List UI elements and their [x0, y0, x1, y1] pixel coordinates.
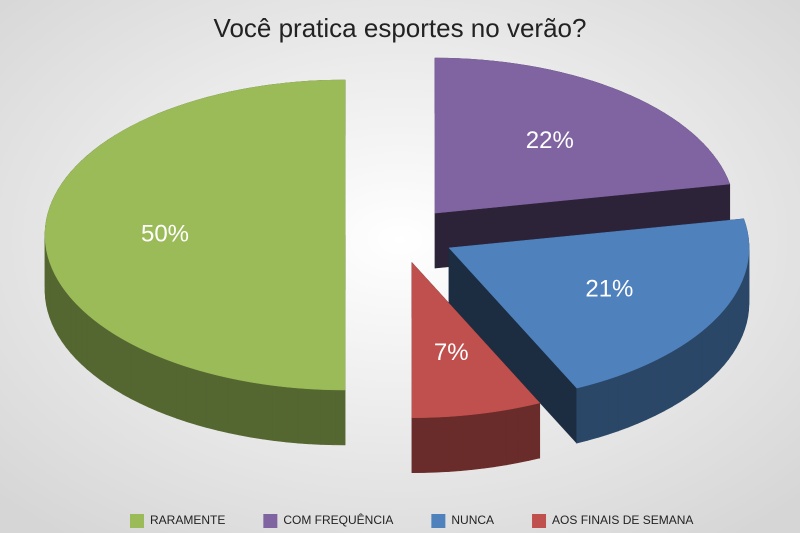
- slice-side: [707, 320, 714, 383]
- slice-side: [332, 389, 346, 446]
- slice-side: [93, 318, 101, 381]
- slice-side: [106, 329, 116, 390]
- legend-swatch: [130, 514, 144, 528]
- slice-side: [54, 274, 59, 336]
- legend-swatch: [532, 514, 547, 528]
- slice: 7%: [411, 261, 541, 474]
- slice-side: [130, 343, 140, 404]
- slice-side: [447, 415, 461, 472]
- slice-side: [308, 388, 322, 445]
- slice-side: [517, 405, 530, 464]
- slice-side: [81, 308, 88, 370]
- data-label: 50%: [141, 220, 189, 247]
- legend-swatch: [263, 514, 278, 528]
- slice-side: [138, 347, 149, 408]
- slice-side: [217, 375, 230, 434]
- slice-side: [663, 350, 673, 412]
- slice-side: [742, 274, 745, 336]
- slice-side: [186, 366, 198, 426]
- data-label: 21%: [585, 275, 633, 302]
- slice-side: [57, 279, 63, 343]
- slice-side: [228, 377, 241, 436]
- data-label: 22%: [526, 127, 574, 154]
- slice-side: [723, 303, 729, 366]
- slice-side: [739, 280, 743, 342]
- slice-side: [435, 416, 449, 473]
- slice-side: [176, 362, 187, 423]
- slice-side: [494, 409, 507, 468]
- slice-side: [597, 378, 609, 438]
- slice-side: [61, 285, 67, 349]
- slice-side: [679, 341, 688, 403]
- slice-side: [147, 351, 158, 412]
- legend-swatch: [431, 514, 446, 528]
- slice-side: [482, 411, 496, 469]
- slice-side: [423, 416, 437, 473]
- slice-side: [239, 379, 252, 438]
- slice-side: [70, 297, 77, 360]
- slice-side: [713, 314, 720, 377]
- slice-top: [448, 218, 750, 389]
- slice-side: [687, 336, 695, 398]
- slice-side: [694, 331, 702, 393]
- slice-side: [206, 372, 219, 431]
- slice-side: [732, 291, 737, 355]
- slice-top: [44, 79, 346, 391]
- slice-side: [587, 382, 599, 441]
- slice-side: [718, 309, 725, 372]
- slice-side: [297, 387, 310, 445]
- slice-side: [250, 381, 263, 440]
- slice-side: [122, 338, 132, 400]
- slice-side: [273, 385, 287, 443]
- slice-side: [576, 385, 588, 444]
- chart-title: Você pratica esportes no verão?: [214, 13, 587, 43]
- slice-side: [627, 368, 638, 428]
- slice-side: [701, 325, 708, 388]
- legend-label: AOS FINAIS DE SEMANA: [552, 513, 693, 527]
- slice-side: [86, 313, 94, 376]
- slice-side: [156, 355, 168, 416]
- slice: 21%: [448, 218, 750, 444]
- slice-side: [262, 383, 275, 441]
- slice-side: [285, 386, 298, 444]
- slice-side: [411, 417, 425, 474]
- slice-side: [320, 389, 334, 446]
- slice-side: [637, 364, 648, 424]
- slice-side: [646, 359, 656, 420]
- slice-side: [65, 291, 72, 354]
- slice-top: [434, 57, 731, 214]
- slice-side: [736, 286, 740, 348]
- slice-side: [618, 371, 629, 432]
- legend-label: RARAMENTE: [150, 513, 225, 527]
- data-label: 7%: [434, 339, 469, 366]
- slice-side: [655, 355, 665, 416]
- slice-side: [49, 262, 53, 324]
- slice-side: [99, 324, 108, 386]
- slice-side: [728, 297, 733, 361]
- slice-side: [459, 414, 472, 472]
- slice-side: [608, 375, 619, 435]
- slice: 50%: [44, 79, 346, 446]
- slice-side: [506, 407, 518, 466]
- slice-side: [166, 359, 177, 419]
- slice-side: [471, 412, 484, 470]
- slice-side: [528, 402, 541, 461]
- slice-side: [114, 333, 123, 395]
- slice-side: [75, 302, 82, 365]
- legend-label: NUNCA: [451, 513, 494, 527]
- slice-side: [196, 369, 208, 429]
- slice-top: [411, 262, 541, 418]
- slice-side: [672, 346, 681, 407]
- slice-side: [51, 268, 56, 330]
- legend-label: COM FREQUÊNCIA: [283, 512, 393, 527]
